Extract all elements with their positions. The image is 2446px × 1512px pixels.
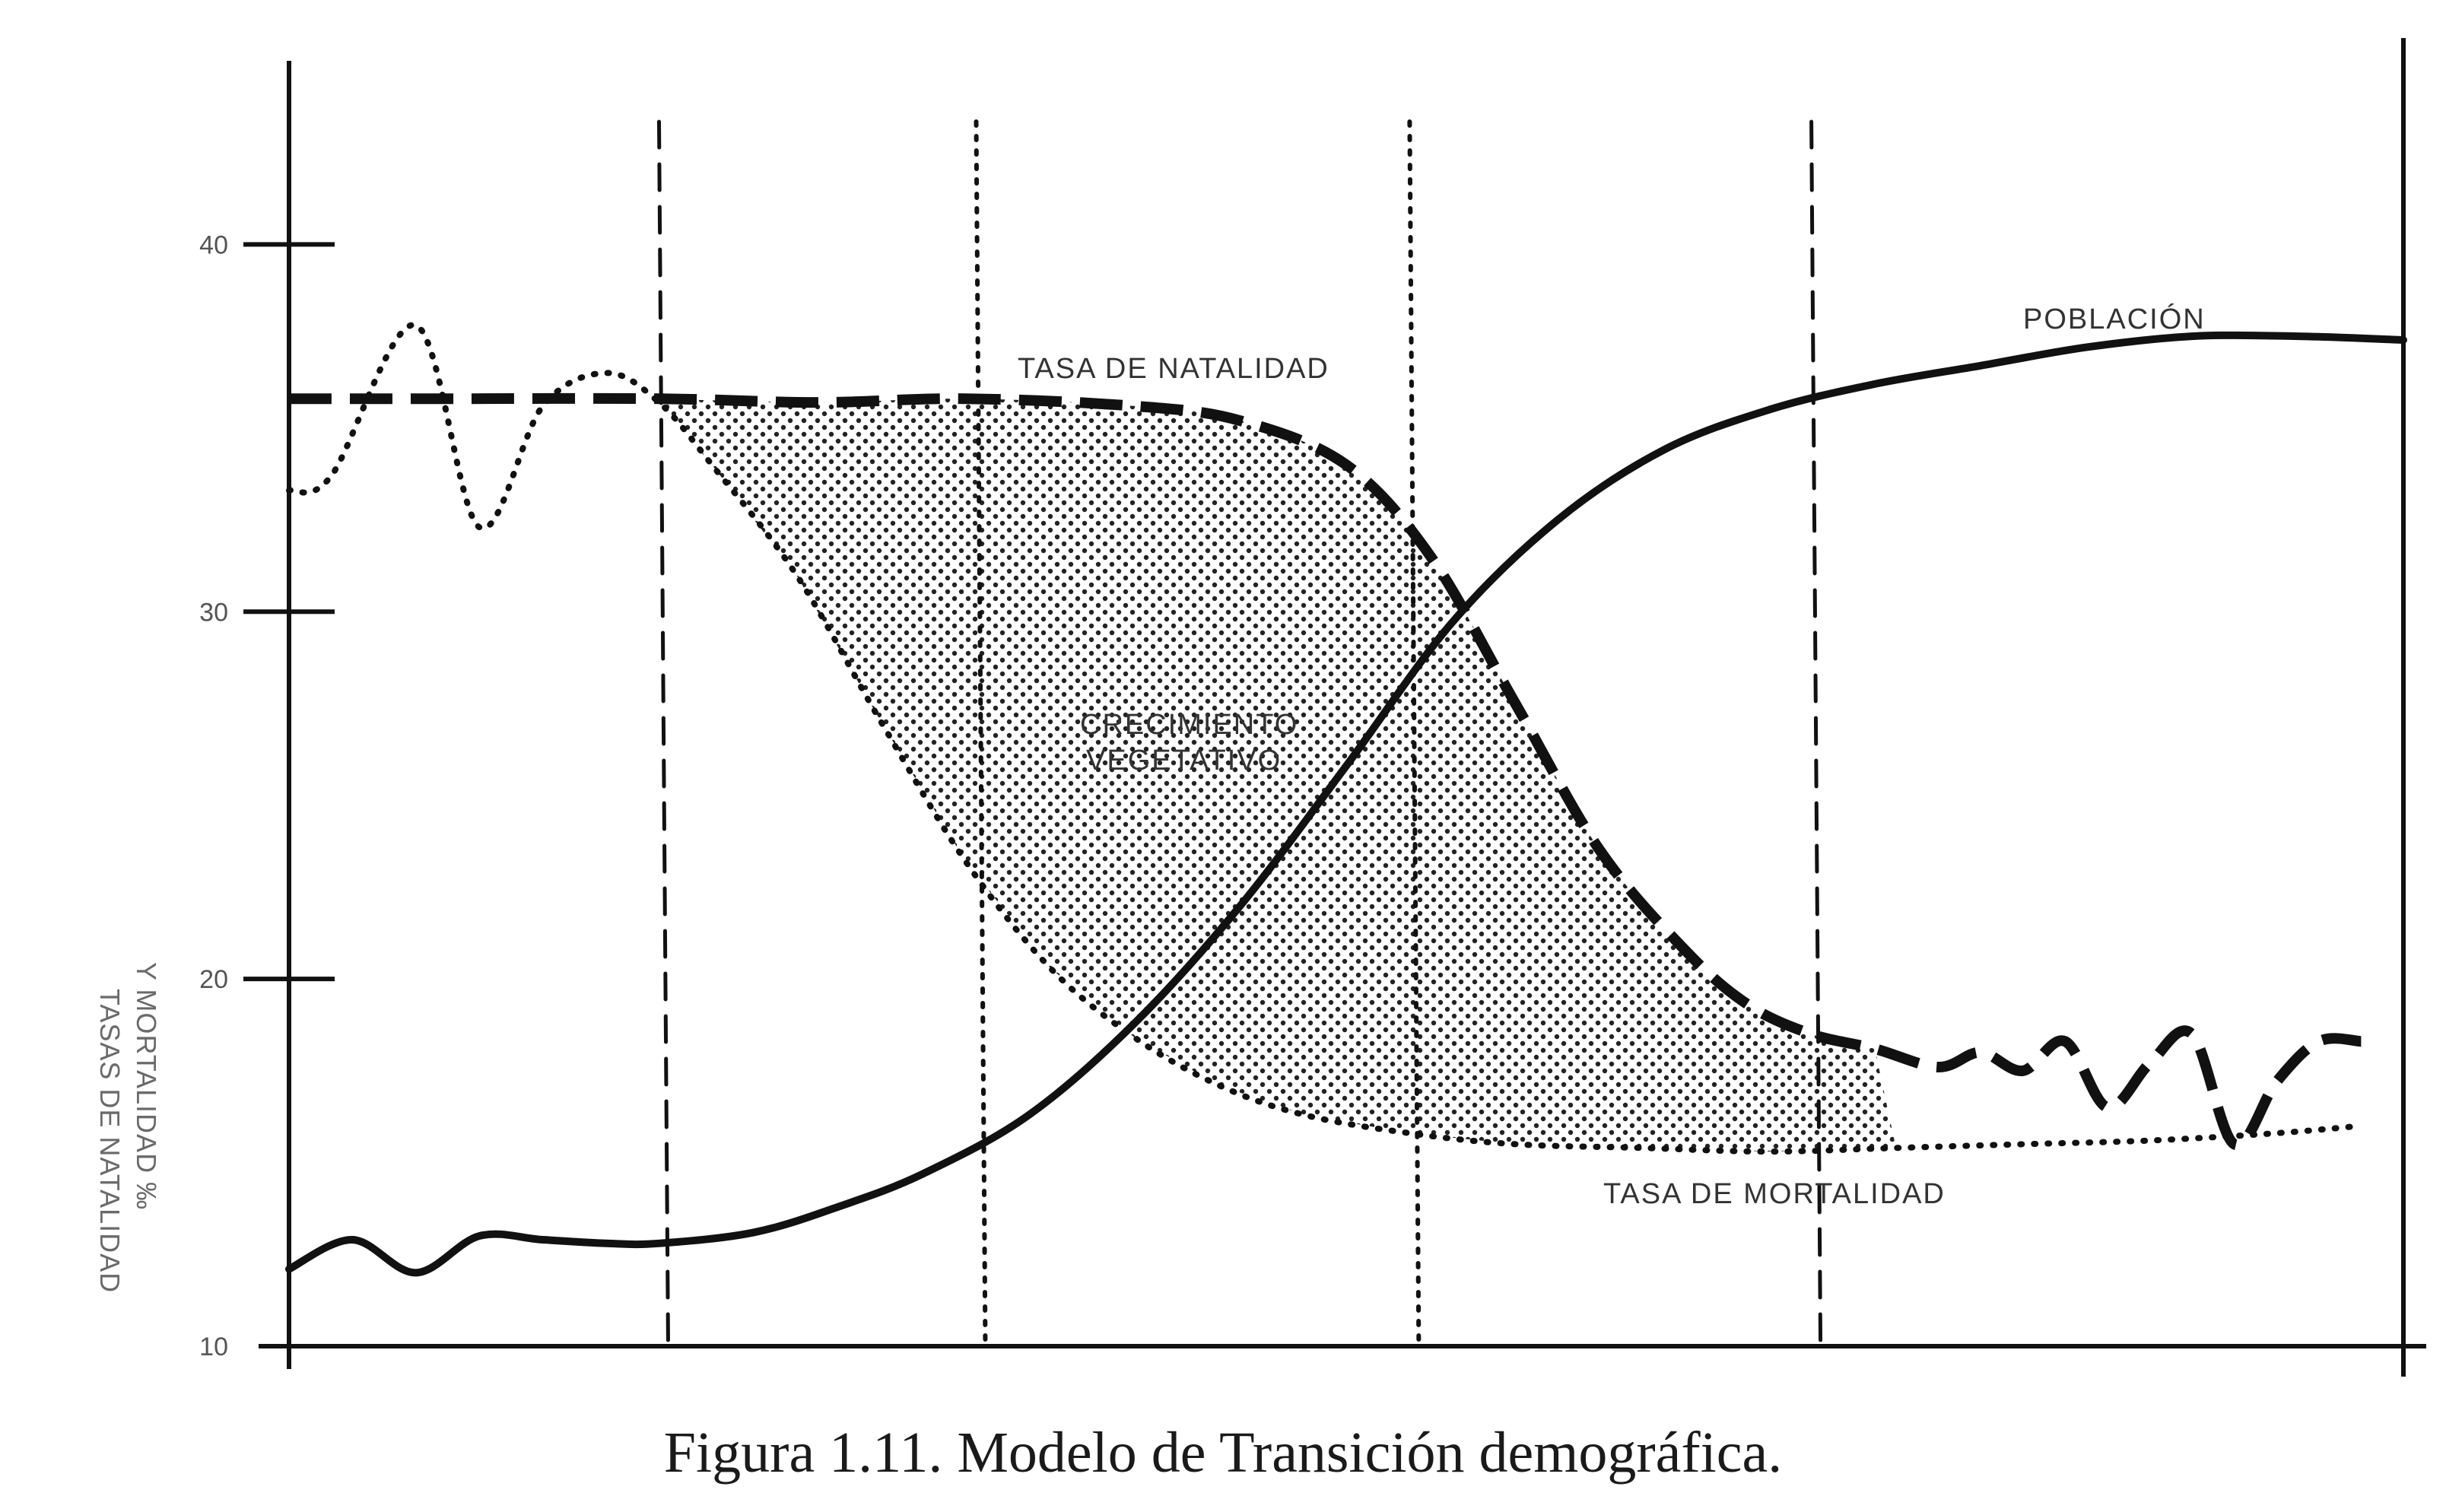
y-axis-label-line-1: TASAS DE NATALIDAD bbox=[94, 989, 125, 1293]
region-label-line-2: VEGETATIVO bbox=[1086, 745, 1282, 777]
series-line-natalidad bbox=[289, 392, 2362, 1151]
series-line-mortalidad bbox=[286, 322, 2365, 1155]
phase-boundary-line bbox=[1809, 119, 1823, 1348]
y-tick-label: 10 bbox=[199, 1333, 228, 1361]
natural-growth-area bbox=[659, 399, 1896, 1152]
phase-boundary-line bbox=[1407, 119, 1422, 1348]
y-tick-label: 20 bbox=[199, 965, 228, 994]
series-label-natalidad: TASA DE NATALIDAD bbox=[1018, 353, 1329, 385]
series-label-poblacion: POBLACIÓN bbox=[2023, 303, 2206, 335]
y-axis-label-line-2: Y MORTALIDAD ‰ bbox=[131, 962, 162, 1210]
series-line-poblacion bbox=[285, 331, 2407, 1277]
y-tick-label: 40 bbox=[199, 230, 228, 259]
series-label-mortalidad: TASA DE MORTALIDAD bbox=[1603, 1178, 1946, 1210]
phase-boundary-line bbox=[974, 119, 988, 1348]
region-label-line-1: CRECIMIENTO bbox=[1080, 709, 1298, 741]
figure-caption: Figura 1.11. Modelo de Transición demogr… bbox=[664, 1421, 1783, 1485]
phase-boundary-line bbox=[657, 119, 670, 1348]
y-tick-label: 30 bbox=[199, 598, 228, 627]
